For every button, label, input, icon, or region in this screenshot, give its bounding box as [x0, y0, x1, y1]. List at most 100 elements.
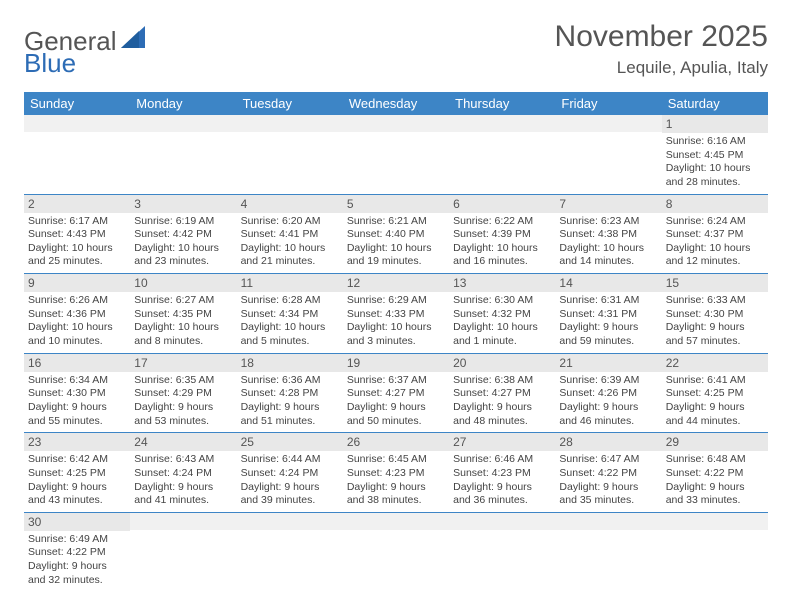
day-body: Sunrise: 6:33 AMSunset: 4:30 PMDaylight:… — [662, 292, 768, 353]
sunset-text: Sunset: 4:33 PM — [347, 308, 445, 322]
sunrise-text: Sunrise: 6:34 AM — [28, 374, 126, 388]
daylight-text: Daylight: 9 hours and 50 minutes. — [347, 401, 445, 428]
page-title: November 2025 — [555, 20, 768, 54]
day-body: Sunrise: 6:47 AMSunset: 4:22 PMDaylight:… — [555, 451, 661, 512]
sunrise-text: Sunrise: 6:33 AM — [666, 294, 764, 308]
sunrise-text: Sunrise: 6:28 AM — [241, 294, 339, 308]
sunset-text: Sunset: 4:42 PM — [134, 228, 232, 242]
day-number-empty — [555, 513, 661, 530]
daylight-text: Daylight: 10 hours and 19 minutes. — [347, 242, 445, 269]
day-number: 23 — [24, 433, 130, 451]
day-body: Sunrise: 6:22 AMSunset: 4:39 PMDaylight:… — [449, 213, 555, 274]
calendar-day-cell — [24, 115, 130, 194]
day-number: 4 — [237, 195, 343, 213]
day-body: Sunrise: 6:43 AMSunset: 4:24 PMDaylight:… — [130, 451, 236, 512]
sunrise-text: Sunrise: 6:46 AM — [453, 453, 551, 467]
sunrise-text: Sunrise: 6:29 AM — [347, 294, 445, 308]
sunrise-text: Sunrise: 6:49 AM — [28, 533, 126, 547]
daylight-text: Daylight: 10 hours and 25 minutes. — [28, 242, 126, 269]
sunset-text: Sunset: 4:35 PM — [134, 308, 232, 322]
sunset-text: Sunset: 4:26 PM — [559, 387, 657, 401]
daylight-text: Daylight: 9 hours and 57 minutes. — [666, 321, 764, 348]
calendar-day-cell: 4Sunrise: 6:20 AMSunset: 4:41 PMDaylight… — [237, 194, 343, 274]
calendar-day-cell: 7Sunrise: 6:23 AMSunset: 4:38 PMDaylight… — [555, 194, 661, 274]
sunset-text: Sunset: 4:25 PM — [28, 467, 126, 481]
sunrise-text: Sunrise: 6:26 AM — [28, 294, 126, 308]
day-number: 25 — [237, 433, 343, 451]
daylight-text: Daylight: 10 hours and 14 minutes. — [559, 242, 657, 269]
day-number: 28 — [555, 433, 661, 451]
sunset-text: Sunset: 4:22 PM — [28, 546, 126, 560]
day-body-empty — [662, 530, 768, 580]
day-body: Sunrise: 6:24 AMSunset: 4:37 PMDaylight:… — [662, 213, 768, 274]
calendar-day-cell: 6Sunrise: 6:22 AMSunset: 4:39 PMDaylight… — [449, 194, 555, 274]
day-body-empty — [130, 530, 236, 580]
daylight-text: Daylight: 10 hours and 16 minutes. — [453, 242, 551, 269]
sunset-text: Sunset: 4:24 PM — [241, 467, 339, 481]
daylight-text: Daylight: 10 hours and 21 minutes. — [241, 242, 339, 269]
day-body: Sunrise: 6:38 AMSunset: 4:27 PMDaylight:… — [449, 372, 555, 433]
title-block: November 2025 Lequile, Apulia, Italy — [555, 20, 768, 78]
day-body: Sunrise: 6:45 AMSunset: 4:23 PMDaylight:… — [343, 451, 449, 512]
calendar-day-cell: 11Sunrise: 6:28 AMSunset: 4:34 PMDayligh… — [237, 274, 343, 354]
sunset-text: Sunset: 4:27 PM — [453, 387, 551, 401]
day-number: 24 — [130, 433, 236, 451]
day-number: 29 — [662, 433, 768, 451]
calendar-day-cell: 26Sunrise: 6:45 AMSunset: 4:23 PMDayligh… — [343, 433, 449, 513]
day-body: Sunrise: 6:27 AMSunset: 4:35 PMDaylight:… — [130, 292, 236, 353]
day-body: Sunrise: 6:31 AMSunset: 4:31 PMDaylight:… — [555, 292, 661, 353]
calendar-day-cell — [555, 115, 661, 194]
day-body: Sunrise: 6:35 AMSunset: 4:29 PMDaylight:… — [130, 372, 236, 433]
calendar-week-row: 9Sunrise: 6:26 AMSunset: 4:36 PMDaylight… — [24, 274, 768, 354]
sunrise-text: Sunrise: 6:20 AM — [241, 215, 339, 229]
day-body-empty — [343, 132, 449, 182]
calendar-day-cell: 9Sunrise: 6:26 AMSunset: 4:36 PMDaylight… — [24, 274, 130, 354]
daylight-text: Daylight: 9 hours and 51 minutes. — [241, 401, 339, 428]
sunset-text: Sunset: 4:28 PM — [241, 387, 339, 401]
sunrise-text: Sunrise: 6:48 AM — [666, 453, 764, 467]
sunset-text: Sunset: 4:22 PM — [559, 467, 657, 481]
day-body-empty — [343, 530, 449, 580]
calendar-day-cell — [130, 512, 236, 591]
day-number-empty — [449, 513, 555, 530]
sunrise-text: Sunrise: 6:44 AM — [241, 453, 339, 467]
day-number-empty — [237, 115, 343, 132]
sunrise-text: Sunrise: 6:16 AM — [666, 135, 764, 149]
daylight-text: Daylight: 9 hours and 41 minutes. — [134, 481, 232, 508]
day-header: Sunday — [24, 92, 130, 115]
calendar-page: General November 2025 Lequile, Apulia, I… — [0, 0, 792, 611]
day-body: Sunrise: 6:42 AMSunset: 4:25 PMDaylight:… — [24, 451, 130, 512]
calendar-day-cell: 8Sunrise: 6:24 AMSunset: 4:37 PMDaylight… — [662, 194, 768, 274]
calendar-day-cell — [662, 512, 768, 591]
daylight-text: Daylight: 9 hours and 53 minutes. — [134, 401, 232, 428]
day-number: 20 — [449, 354, 555, 372]
sunrise-text: Sunrise: 6:37 AM — [347, 374, 445, 388]
day-number: 18 — [237, 354, 343, 372]
sunset-text: Sunset: 4:25 PM — [666, 387, 764, 401]
daylight-text: Daylight: 10 hours and 23 minutes. — [134, 242, 232, 269]
day-body: Sunrise: 6:30 AMSunset: 4:32 PMDaylight:… — [449, 292, 555, 353]
day-number: 6 — [449, 195, 555, 213]
day-number: 12 — [343, 274, 449, 292]
sunset-text: Sunset: 4:24 PM — [134, 467, 232, 481]
day-body: Sunrise: 6:20 AMSunset: 4:41 PMDaylight:… — [237, 213, 343, 274]
day-body: Sunrise: 6:46 AMSunset: 4:23 PMDaylight:… — [449, 451, 555, 512]
calendar-day-cell: 3Sunrise: 6:19 AMSunset: 4:42 PMDaylight… — [130, 194, 236, 274]
day-body: Sunrise: 6:34 AMSunset: 4:30 PMDaylight:… — [24, 372, 130, 433]
calendar-day-cell: 24Sunrise: 6:43 AMSunset: 4:24 PMDayligh… — [130, 433, 236, 513]
daylight-text: Daylight: 9 hours and 33 minutes. — [666, 481, 764, 508]
daylight-text: Daylight: 9 hours and 43 minutes. — [28, 481, 126, 508]
sunset-text: Sunset: 4:41 PM — [241, 228, 339, 242]
calendar-day-cell — [130, 115, 236, 194]
day-number: 22 — [662, 354, 768, 372]
sunset-text: Sunset: 4:29 PM — [134, 387, 232, 401]
sunrise-text: Sunrise: 6:35 AM — [134, 374, 232, 388]
calendar-day-cell: 15Sunrise: 6:33 AMSunset: 4:30 PMDayligh… — [662, 274, 768, 354]
calendar-day-cell: 10Sunrise: 6:27 AMSunset: 4:35 PMDayligh… — [130, 274, 236, 354]
day-number: 26 — [343, 433, 449, 451]
calendar-day-cell: 22Sunrise: 6:41 AMSunset: 4:25 PMDayligh… — [662, 353, 768, 433]
calendar-week-row: 16Sunrise: 6:34 AMSunset: 4:30 PMDayligh… — [24, 353, 768, 433]
daylight-text: Daylight: 9 hours and 48 minutes. — [453, 401, 551, 428]
calendar-day-cell: 27Sunrise: 6:46 AMSunset: 4:23 PMDayligh… — [449, 433, 555, 513]
day-header: Friday — [555, 92, 661, 115]
